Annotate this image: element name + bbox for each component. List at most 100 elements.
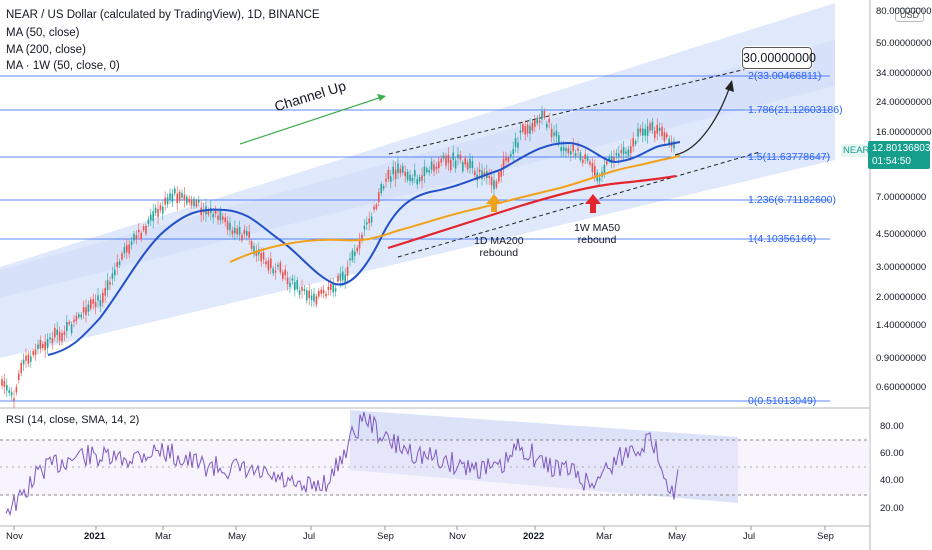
time-axis-label: Sep — [377, 531, 394, 542]
candle-body — [49, 337, 51, 340]
candle-body — [54, 327, 56, 338]
ma200-rebound-note[interactable]: 1D MA200 rebound — [474, 235, 524, 259]
candle-body — [42, 344, 44, 348]
candle-body — [58, 331, 61, 341]
candle-body — [114, 269, 116, 276]
candle-body — [541, 110, 543, 120]
candle-body — [565, 148, 567, 152]
candle-body — [627, 149, 630, 156]
time-axis-label: Mar — [596, 531, 613, 542]
candle-body — [457, 154, 459, 159]
candle-body — [481, 170, 483, 180]
candle-body — [546, 123, 548, 128]
candle-body — [459, 154, 462, 160]
candle-body — [464, 158, 466, 165]
candle-body — [411, 177, 414, 182]
candle-body — [649, 123, 651, 131]
candle-body — [301, 286, 303, 291]
candle-body — [346, 266, 349, 276]
candle-body — [366, 222, 368, 225]
candle-body — [430, 161, 433, 170]
candle-body — [337, 275, 339, 282]
candle-body — [493, 180, 495, 190]
candle-body — [514, 138, 517, 147]
ma200-rebound-arrow-shaft — [491, 204, 497, 212]
candle-body — [606, 161, 608, 165]
candle-body — [313, 293, 315, 302]
candle-body — [543, 110, 546, 118]
ma1w-line — [387, 174, 677, 250]
candle-body — [632, 138, 634, 147]
candle-body — [445, 155, 447, 166]
ma200-rebound-line2: rebound — [479, 247, 519, 259]
candle-body — [354, 251, 356, 256]
candle-body — [44, 341, 46, 351]
candle-body — [8, 390, 10, 393]
candle-body — [241, 234, 243, 241]
candle-body — [222, 216, 224, 220]
candle-body — [13, 398, 15, 401]
ma50-line — [47, 141, 681, 356]
candle-body — [128, 244, 130, 254]
candle-body — [306, 290, 308, 301]
candle-body — [92, 299, 94, 304]
candle-body — [507, 157, 510, 163]
ma50-rebound-line2: rebound — [577, 234, 617, 246]
candle-body — [250, 241, 253, 249]
candle-body — [272, 268, 274, 274]
candle-body — [663, 132, 666, 142]
candle-body — [582, 159, 584, 163]
time-axis-ticks — [13, 526, 826, 530]
candle-body — [495, 181, 498, 188]
candle-body — [320, 289, 322, 294]
fib-label: 1.786(21.12603186) — [748, 104, 843, 116]
candle-body — [25, 355, 27, 361]
candle-body — [37, 344, 39, 350]
candle-body — [327, 286, 330, 291]
candle-body — [296, 280, 298, 290]
candle-body — [536, 117, 538, 124]
ma50-rebound-note[interactable]: 1W MA50 rebound — [574, 222, 620, 246]
target-price-label[interactable]: 30.00000000 — [742, 47, 816, 69]
candle-body — [399, 168, 402, 174]
candle-body — [450, 160, 452, 170]
candle-body — [318, 291, 320, 297]
candle-body — [385, 178, 387, 182]
price-axis-label: 3.00000000 — [876, 262, 927, 273]
candle-body — [591, 163, 594, 173]
candle-body — [421, 175, 423, 181]
candle-body — [673, 141, 675, 149]
rsi-line — [5, 411, 679, 517]
candle-body — [428, 170, 430, 173]
candle-body — [339, 273, 342, 281]
candle-body — [598, 177, 601, 182]
candle-body — [651, 121, 654, 131]
candle-body — [73, 319, 75, 323]
candle-body — [522, 123, 524, 133]
candle-body — [594, 165, 596, 176]
candle-body — [198, 199, 200, 203]
candle-body — [27, 354, 30, 364]
candle-body — [255, 250, 258, 256]
candle-body — [603, 164, 606, 173]
candle-body — [358, 239, 361, 249]
fib-label: 1(4.10356166) — [748, 233, 817, 245]
candle-body — [454, 160, 457, 169]
candle-body — [613, 157, 615, 161]
candle-body — [505, 156, 507, 161]
candle-body — [661, 126, 663, 137]
candle-body — [162, 206, 164, 214]
price-axis-label: 7.00000000 — [876, 192, 927, 203]
candle-body — [70, 324, 73, 333]
candle-body — [402, 166, 404, 173]
candle-body — [447, 154, 450, 163]
candle-body — [164, 197, 166, 205]
candle-body — [382, 186, 385, 189]
candle-body — [361, 234, 363, 241]
candle-body — [380, 184, 382, 194]
candle-body — [152, 211, 154, 221]
currency-button[interactable]: USD — [895, 8, 925, 22]
ma50-rebound-arrow — [585, 194, 601, 204]
candle-body — [433, 164, 435, 172]
